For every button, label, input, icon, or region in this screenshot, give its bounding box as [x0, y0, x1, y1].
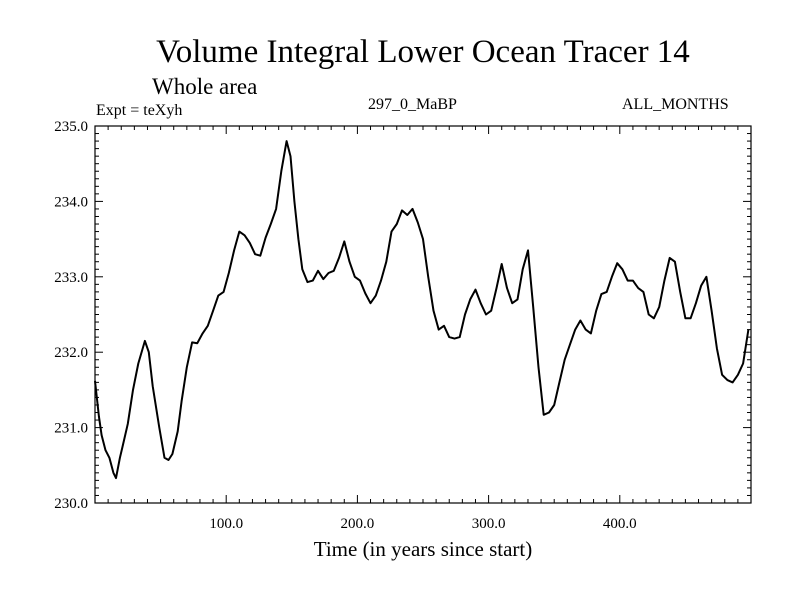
- tick-labels: 100.0 200.0 300.0 400.0 230.0 231.0 232.0 233.0…: [54, 119, 636, 532]
- x-tick-label: 400.0: [603, 516, 637, 532]
- tick-marks: [95, 126, 751, 503]
- series-line: [94, 140, 750, 480]
- plot-frame: [94, 125, 752, 504]
- y-tick-label: 232.0: [54, 345, 88, 361]
- y-tick-label: 234.0: [54, 194, 88, 210]
- y-tick-label: 235.0: [54, 119, 88, 135]
- y-tick-label: 231.0: [54, 421, 88, 437]
- chart-subtitle: Whole area: [152, 74, 258, 99]
- x-tick-label: 100.0: [209, 516, 243, 532]
- x-axis-label: Time (in years since start): [313, 537, 533, 561]
- x-tick-label: 200.0: [341, 516, 375, 532]
- months-label: ALL_MONTHS: [622, 96, 729, 113]
- x-tick-label: 300.0: [472, 516, 506, 532]
- chart-title: Volume Integral Lower Ocean Tracer 14: [156, 34, 690, 70]
- experiment-label: Expt = teXyh: [96, 102, 183, 119]
- y-tick-label: 233.0: [54, 270, 88, 286]
- y-tick-label: 230.0: [54, 496, 88, 512]
- period-label: 297_0_MaBP: [368, 96, 457, 113]
